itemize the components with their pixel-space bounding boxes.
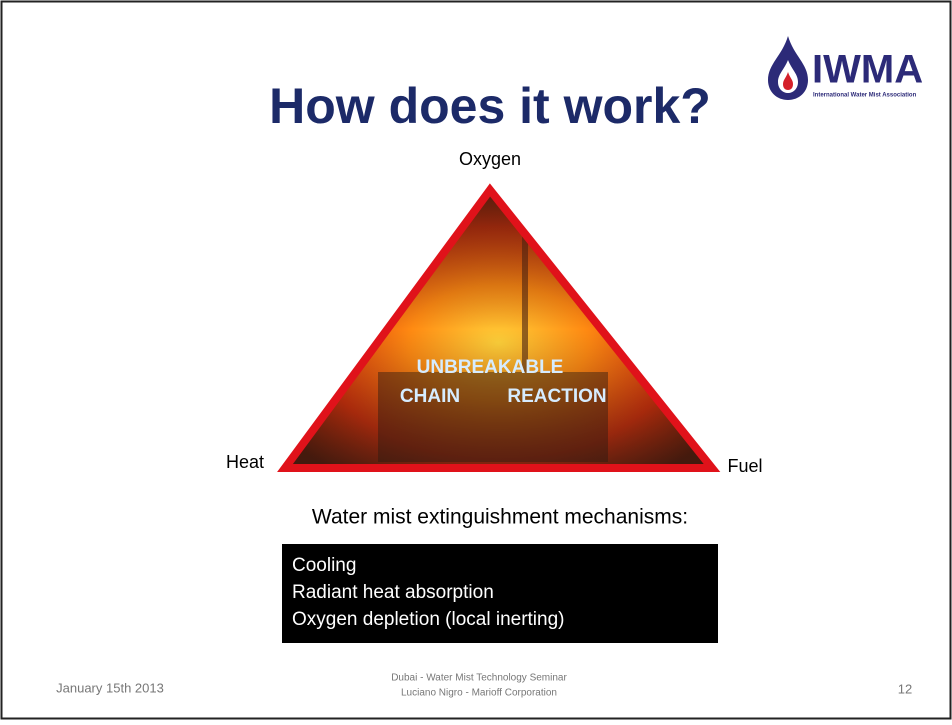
logo-subtitle: International Water Mist Association (813, 93, 917, 99)
center-label: CHAIN (400, 386, 460, 407)
logo-name: IWMA (812, 48, 923, 92)
fuel-label: Fuel (727, 456, 762, 476)
footer-center: Luciano Nigro - Marioff Corporation (401, 688, 557, 699)
footer-date: January 15th 2013 (56, 680, 164, 695)
mechanism-item: Radiant heat absorption (292, 582, 494, 603)
heat-label: Heat (226, 452, 264, 472)
oxygen-label: Oxygen (459, 149, 521, 169)
title: How does it work? (269, 78, 711, 134)
center-label: REACTION (507, 386, 606, 407)
mechanism-item: Oxygen depletion (local inerting) (292, 609, 565, 630)
pole-silhouette (522, 232, 528, 372)
slide: How does it work? IWMA International Wat… (0, 0, 952, 720)
mechanism-item: Cooling (292, 555, 356, 576)
page-number: 12 (898, 681, 912, 696)
center-label: UNBREAKABLE (417, 357, 564, 378)
mechanisms-heading: Water mist extinguishment mechanisms: (312, 506, 688, 529)
footer-center: Dubai - Water Mist Technology Seminar (391, 673, 567, 684)
